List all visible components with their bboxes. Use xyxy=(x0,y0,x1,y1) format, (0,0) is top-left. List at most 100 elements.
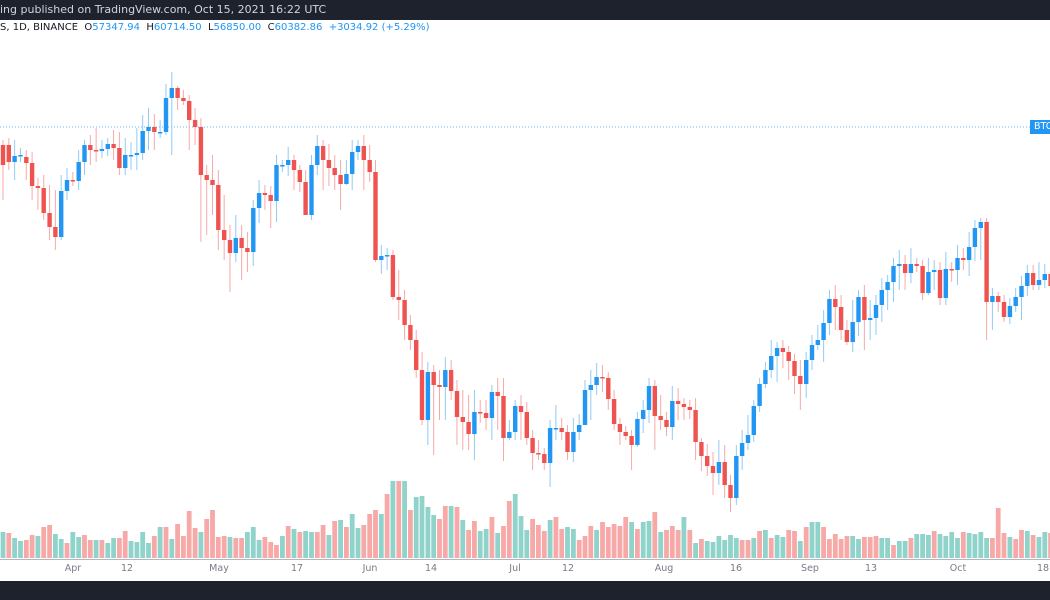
candle xyxy=(105,138,110,156)
candle xyxy=(623,426,628,440)
volume-bar xyxy=(693,543,698,558)
volume-bar xyxy=(245,532,250,558)
candle xyxy=(1025,265,1030,296)
volume-bar xyxy=(623,517,629,558)
volume-bar xyxy=(629,522,634,558)
candle xyxy=(326,144,332,186)
candle xyxy=(251,200,256,266)
volume-bar xyxy=(146,543,151,558)
volume-bar xyxy=(681,517,687,558)
candle xyxy=(675,388,681,420)
candle xyxy=(693,398,698,460)
candle xyxy=(192,108,198,145)
time-axis-tick: 17 xyxy=(290,563,304,574)
candle xyxy=(460,390,465,450)
volume-bar xyxy=(93,540,99,558)
candle xyxy=(868,300,873,340)
volume-bar xyxy=(239,538,244,558)
volume-bar xyxy=(896,541,902,558)
chart-pane[interactable] xyxy=(0,36,1050,559)
volume-bar xyxy=(926,535,931,558)
candle xyxy=(82,140,87,175)
candle xyxy=(961,248,966,270)
volume-bar xyxy=(588,526,594,558)
candle xyxy=(454,380,460,445)
volume-bar xyxy=(303,531,308,558)
candle xyxy=(297,165,302,192)
candle xyxy=(728,475,733,512)
candle xyxy=(437,370,442,420)
volume-bar xyxy=(157,527,163,558)
volume-bar xyxy=(204,519,210,558)
candle xyxy=(280,160,285,172)
candle xyxy=(1007,298,1013,324)
volume-bar xyxy=(384,494,390,558)
candle xyxy=(181,90,186,105)
candle xyxy=(850,300,855,352)
volume-bar xyxy=(774,535,780,558)
candle xyxy=(175,86,180,110)
volume-bar xyxy=(955,538,960,558)
candle xyxy=(501,378,506,461)
volume-bar xyxy=(227,537,233,558)
symbol-label: S, 1D, BINANCE xyxy=(0,22,79,33)
volume-bar xyxy=(47,525,52,558)
volume-bar xyxy=(280,536,285,558)
candle xyxy=(210,155,215,215)
volume-bar xyxy=(442,506,448,558)
volume-bar xyxy=(763,530,768,558)
volume-bar xyxy=(35,536,41,558)
candle xyxy=(169,72,174,155)
candle xyxy=(891,258,896,302)
candle xyxy=(943,252,948,305)
volume-bar xyxy=(29,535,35,558)
candle xyxy=(315,135,320,175)
volume-bar xyxy=(536,525,541,558)
header-bar: ing published on TradingView.com, Oct 15… xyxy=(0,0,1050,20)
volume-bar xyxy=(658,532,664,558)
candle xyxy=(547,420,553,487)
volume-bar xyxy=(402,481,407,558)
candle xyxy=(53,190,58,250)
candle xyxy=(291,155,297,190)
candle xyxy=(309,155,314,220)
time-axis-tick: Sep xyxy=(801,563,819,574)
candle xyxy=(908,248,914,283)
candle xyxy=(466,395,471,450)
volume-bar xyxy=(966,533,972,558)
volume-bar xyxy=(908,538,914,558)
volume-bar xyxy=(349,514,355,558)
volume-bar xyxy=(344,527,349,558)
candle xyxy=(29,152,35,200)
volume-bar xyxy=(111,538,116,558)
candle xyxy=(833,285,838,330)
volume-bar xyxy=(809,522,815,558)
volume-bar xyxy=(960,532,966,558)
candle xyxy=(70,172,75,186)
candle xyxy=(897,250,902,290)
candle xyxy=(652,380,657,450)
volume-bar xyxy=(594,530,599,558)
open-label: O xyxy=(84,22,93,33)
volume-bar xyxy=(373,510,378,558)
time-axis[interactable]: Apr 12 May 17 Jun 14 Jul 12 Aug 16 Sep 13 Oct 18 xyxy=(0,559,1050,582)
volume-bar xyxy=(82,535,87,558)
candle xyxy=(35,178,41,210)
volume-bar xyxy=(821,527,826,558)
volume-bar xyxy=(1001,533,1007,558)
volume-bar xyxy=(978,532,984,558)
candle xyxy=(879,278,884,322)
volume-bar xyxy=(320,525,326,558)
volume-bar xyxy=(995,508,1001,558)
candlestick-chart[interactable] xyxy=(0,36,1050,559)
candle xyxy=(216,170,221,250)
candle xyxy=(478,400,483,423)
volume-bar xyxy=(937,534,943,558)
candle xyxy=(745,415,751,450)
volume-bar xyxy=(169,539,175,558)
volume-bar xyxy=(151,536,157,558)
volume-bar xyxy=(472,521,477,558)
candle xyxy=(809,335,815,370)
volume-bar xyxy=(41,527,47,558)
volume-bar xyxy=(559,529,565,558)
